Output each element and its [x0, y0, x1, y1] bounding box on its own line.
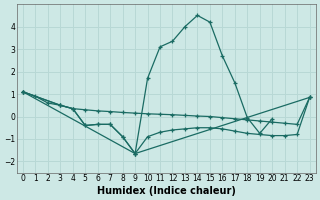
X-axis label: Humidex (Indice chaleur): Humidex (Indice chaleur) [97, 186, 236, 196]
